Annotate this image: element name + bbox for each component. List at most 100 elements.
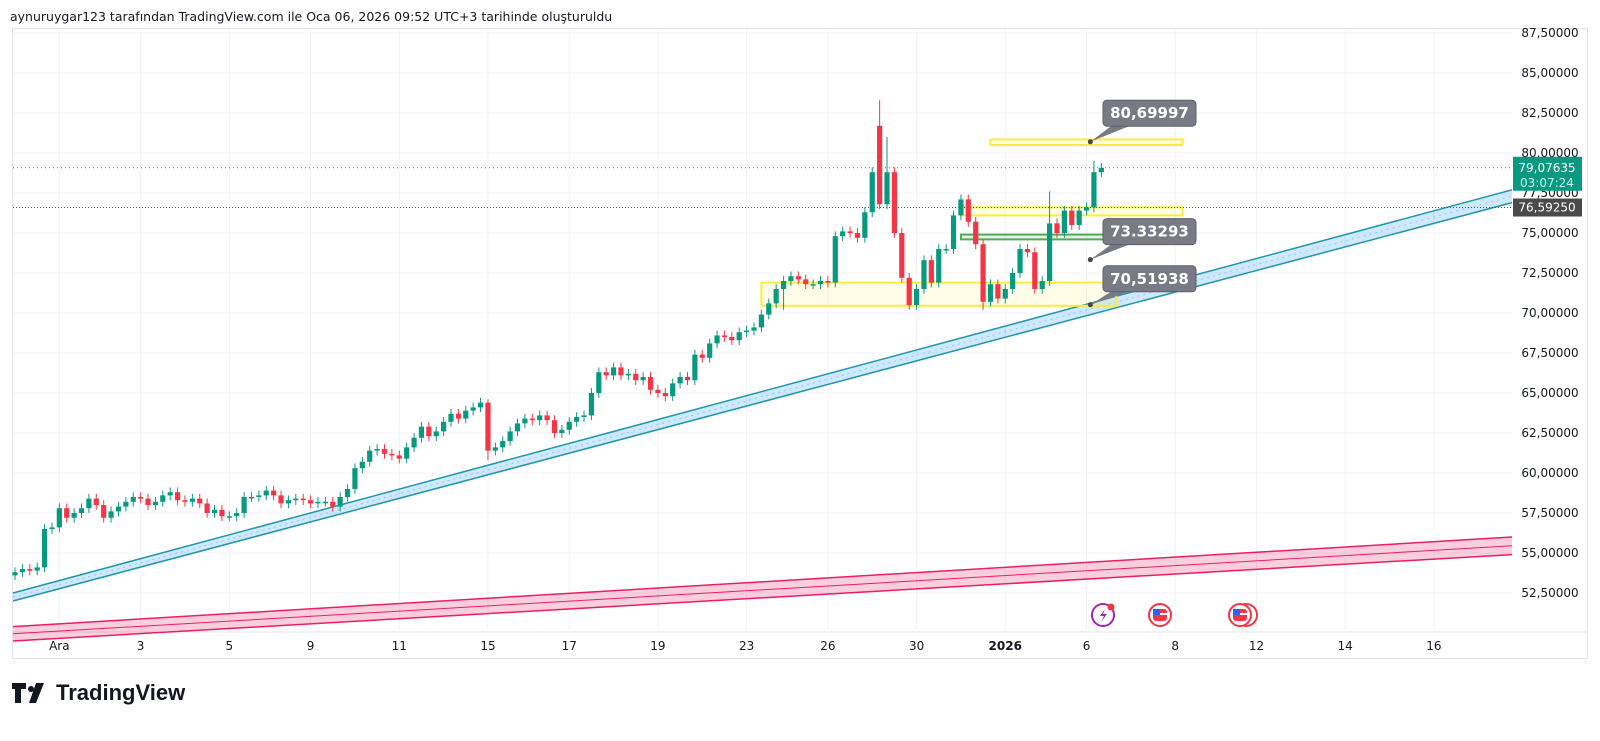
- bar-countdown-label: 03:07:24: [1520, 176, 1574, 190]
- time-tick-label: 2026: [989, 639, 1022, 653]
- candle-up: [448, 409, 454, 427]
- candle-up: [1039, 276, 1045, 294]
- candle-down: [1024, 244, 1031, 257]
- candle-body: [884, 172, 890, 205]
- candle-body: [817, 281, 824, 285]
- callout-box: [1102, 265, 1197, 293]
- uptrend-channel: [12, 189, 1513, 602]
- us-flag-event-icon[interactable]: [1148, 603, 1172, 627]
- candle-up: [160, 490, 166, 507]
- candle-up: [936, 244, 942, 288]
- candle-up: [352, 463, 358, 494]
- candle-up: [780, 276, 787, 310]
- price-tick-label: 72,50000: [1521, 266, 1578, 280]
- candle-body: [640, 377, 646, 381]
- candle-up: [677, 372, 683, 389]
- callout-anchor-dot: [1087, 139, 1093, 145]
- candle-body: [854, 233, 861, 238]
- candle-up: [788, 271, 794, 286]
- candle-body: [396, 455, 402, 459]
- candle-up: [1098, 162, 1104, 177]
- candle-body: [551, 420, 558, 433]
- candle-body: [433, 431, 439, 437]
- price-tick-label: 75,00000: [1521, 226, 1578, 240]
- candle-body: [1039, 281, 1045, 289]
- candle-body: [1091, 172, 1097, 208]
- callout-label: 70,51938: [1110, 270, 1189, 288]
- candle-body: [647, 377, 654, 390]
- candle-up: [71, 508, 77, 523]
- price-tick-label: 57,50000: [1521, 506, 1578, 520]
- candle-body: [877, 125, 883, 205]
- candle-body: [736, 332, 742, 341]
- candle-down: [854, 228, 861, 243]
- channel-mid-line: [12, 545, 1513, 635]
- candle-body: [477, 402, 484, 408]
- candle-up: [1017, 244, 1023, 278]
- flag-canton: [1153, 609, 1160, 615]
- lightning-glyph: [1100, 609, 1107, 622]
- candle-body: [973, 221, 979, 245]
- candle-body: [27, 569, 33, 571]
- candle-up: [367, 445, 373, 467]
- flash-event-icon[interactable]: [1091, 603, 1115, 627]
- candle-body: [34, 567, 40, 571]
- candle-body: [64, 508, 70, 518]
- candle-body: [936, 249, 942, 283]
- price-callout: 80,69997: [1087, 99, 1197, 145]
- long-term-channel: [12, 536, 1513, 642]
- candle-body: [965, 199, 971, 222]
- candle-up: [840, 226, 846, 241]
- candle-body: [359, 461, 365, 469]
- time-tick-label: 8: [1171, 639, 1179, 653]
- candle-body: [995, 284, 1001, 299]
- us-flag-event-icon[interactable]: [1228, 603, 1258, 627]
- candle-down: [1069, 205, 1075, 230]
- candle-up: [411, 433, 417, 453]
- price-tick-label: 67,50000: [1521, 346, 1578, 360]
- channel-lower-line: [12, 553, 1513, 642]
- time-tick-label: 9: [307, 639, 315, 653]
- candle-body: [374, 449, 380, 451]
- candle-down: [174, 487, 181, 505]
- time-tick-label: 12: [1249, 639, 1264, 653]
- candle-up: [34, 562, 40, 576]
- candle-body: [204, 503, 210, 513]
- candle-up: [610, 362, 617, 381]
- candle-body: [152, 501, 159, 505]
- candle-body: [928, 260, 934, 283]
- candle-up: [19, 564, 25, 577]
- candle-body: [610, 367, 617, 376]
- candle-body: [389, 453, 395, 456]
- candle-body: [226, 516, 232, 518]
- candle-body: [344, 489, 351, 497]
- candle-body: [1002, 289, 1008, 299]
- candle-up: [736, 327, 742, 345]
- tradingview-logo[interactable]: TradingView: [12, 680, 185, 706]
- candle-up: [566, 417, 572, 435]
- candle-up: [500, 436, 506, 453]
- candle-body: [751, 327, 757, 331]
- time-tick-label: 6: [1083, 639, 1091, 653]
- time-tick-label: 23: [739, 639, 754, 653]
- candle-body: [404, 447, 410, 459]
- candle-body: [463, 410, 469, 419]
- candle-up: [189, 493, 195, 507]
- candle-body: [1069, 210, 1075, 225]
- candle-up: [123, 497, 129, 512]
- candle-down: [219, 505, 225, 521]
- price-callout: 70,51938: [1087, 265, 1197, 308]
- candle-body: [943, 249, 949, 251]
- candle-up: [1076, 205, 1082, 230]
- candle-down: [551, 415, 558, 438]
- candle-body: [1083, 207, 1090, 211]
- candle-body: [485, 402, 491, 451]
- callout-pointer: [1090, 291, 1129, 305]
- candle-up: [49, 522, 55, 534]
- candle-body: [308, 500, 314, 504]
- candle-body: [470, 407, 476, 411]
- candle-body: [707, 343, 713, 358]
- candle-body: [145, 498, 151, 505]
- candle-down: [426, 421, 432, 441]
